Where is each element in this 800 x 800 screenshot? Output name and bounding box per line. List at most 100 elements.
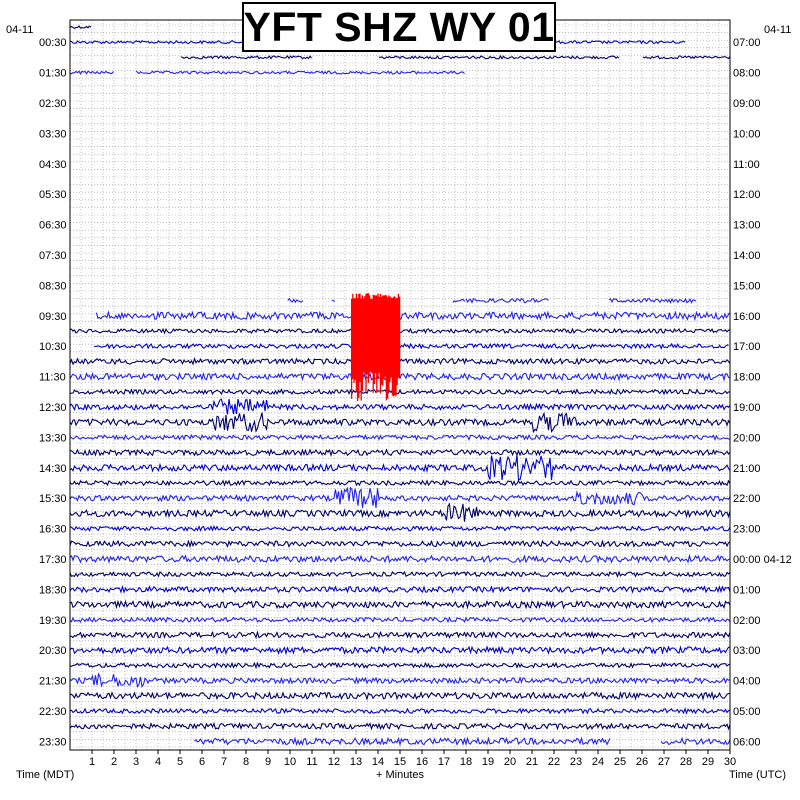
trace-row xyxy=(69,570,731,578)
clipped-event xyxy=(350,293,401,401)
trace-row xyxy=(194,736,731,747)
x-tick-label: 18 xyxy=(460,756,472,768)
right-time-label: 23:00 xyxy=(733,524,761,536)
x-axis-title: + Minutes xyxy=(376,769,424,781)
left-time-label: 19:30 xyxy=(39,615,67,627)
left-time-label: 00:30 xyxy=(39,37,67,49)
x-tick-label: 16 xyxy=(416,756,428,768)
trace-row xyxy=(608,297,697,304)
trace-row xyxy=(95,310,730,322)
right-time-label: 20:00 xyxy=(733,432,761,444)
trace-row xyxy=(69,661,731,670)
left-time-label: 22:30 xyxy=(39,706,67,718)
left-date-label: 04-11 xyxy=(6,24,33,36)
left-time-label: 07:30 xyxy=(39,250,67,262)
x-tick-label: 24 xyxy=(592,756,604,768)
x-tick-label: 11 xyxy=(306,756,317,768)
right-time-label: 13:00 xyxy=(733,220,761,232)
trace-row xyxy=(69,448,731,458)
trace-row xyxy=(69,584,731,594)
left-time-label: 18:30 xyxy=(39,584,67,596)
right-time-label: 16:00 xyxy=(733,311,761,323)
x-tick-label: 25 xyxy=(614,756,626,768)
left-time-label: 16:30 xyxy=(39,524,67,536)
x-tick-label: 22 xyxy=(548,756,560,768)
right-time-label: 12:00 xyxy=(733,189,761,201)
left-time-label: 08:30 xyxy=(39,280,67,292)
right-time-label: 21:00 xyxy=(733,463,761,475)
trace-row xyxy=(69,721,731,731)
x-tick-label: 30 xyxy=(724,756,736,768)
grid xyxy=(69,20,731,750)
right-time-label: 01:00 xyxy=(733,584,761,596)
x-tick-label: 27 xyxy=(658,756,670,768)
chart-title: YFT SHZ WY 01 xyxy=(243,3,555,50)
left-time-label: 12:30 xyxy=(39,402,67,414)
trace-row xyxy=(69,411,731,434)
x-tick-label: 1 xyxy=(89,756,95,768)
right-time-axis: 07:00 08:00 09:00 10:00 11:00 12:00 13:00 14:00… xyxy=(733,37,792,748)
x-tick-label: 2 xyxy=(111,756,117,768)
trace-row xyxy=(69,645,731,656)
trace-row xyxy=(69,630,731,640)
left-time-label: 21:30 xyxy=(39,676,67,688)
trace-row xyxy=(69,455,731,481)
trace-row xyxy=(69,70,465,75)
trace-row xyxy=(69,539,731,549)
right-time-label: 07:00 xyxy=(733,37,761,49)
right-axis-title: Time (UTC) xyxy=(729,769,786,781)
trace-row xyxy=(93,342,729,350)
right-date-label: 04-11 xyxy=(764,24,791,36)
trace-row xyxy=(69,525,731,533)
x-tick-label: 26 xyxy=(636,756,648,768)
right-time-label: 19:00 xyxy=(733,402,761,414)
left-time-label: 02:30 xyxy=(39,98,67,110)
seismic-traces xyxy=(69,25,731,747)
right-time-label: 08:00 xyxy=(733,68,761,80)
left-time-label: 03:30 xyxy=(39,128,67,140)
trace-row xyxy=(69,690,731,701)
left-time-label: 23:30 xyxy=(39,736,67,748)
x-tick-label: 23 xyxy=(570,756,582,768)
trace-row xyxy=(69,388,730,396)
trace-row xyxy=(69,707,731,715)
trace-row xyxy=(69,486,731,509)
right-time-label: 18:00 xyxy=(733,372,761,384)
right-time-label: 15:00 xyxy=(733,280,761,292)
x-tick-label: 9 xyxy=(265,756,271,768)
x-tick-label: 3 xyxy=(133,756,139,768)
minutes-axis: 1 2 3 4 5 6 7 8 9 10 11 12 13 14 15 16 17 18 19 20 21 22 23 24 2… xyxy=(89,750,736,768)
x-tick-label: 10 xyxy=(284,756,296,768)
right-time-label: 11:00 xyxy=(733,159,760,171)
left-time-label: 04:30 xyxy=(39,159,67,171)
x-tick-label: 7 xyxy=(221,756,227,768)
trace-row xyxy=(69,479,731,487)
trace-row xyxy=(331,299,335,302)
right-time-label: 17:00 xyxy=(733,341,761,353)
trace-row xyxy=(69,672,731,689)
left-time-label: 15:30 xyxy=(39,493,67,505)
trace-row xyxy=(287,297,304,304)
left-time-label: 06:30 xyxy=(39,220,67,232)
left-time-label: 11:30 xyxy=(39,372,66,384)
trace-row xyxy=(69,616,731,624)
chart-title-box: YFT SHZ WY 01 xyxy=(242,2,556,52)
x-tick-label: 6 xyxy=(199,756,205,768)
trace-row xyxy=(69,433,731,442)
left-time-label: 20:30 xyxy=(39,645,67,657)
right-time-label: 03:00 xyxy=(733,645,761,657)
left-time-label: 17:30 xyxy=(39,554,67,566)
right-time-label: 09:00 xyxy=(733,98,761,110)
right-time-label: 22:00 xyxy=(733,493,761,505)
trace-row xyxy=(465,297,549,304)
x-tick-label: 14 xyxy=(372,756,384,768)
trace-row xyxy=(69,502,731,522)
x-tick-label: 21 xyxy=(526,756,538,768)
right-time-label: 14:00 xyxy=(733,250,761,262)
right-time-label: 05:00 xyxy=(733,706,761,718)
right-time-label: 00:00 04-12 xyxy=(733,554,792,566)
trace-row xyxy=(69,553,731,565)
trace-row xyxy=(69,398,731,415)
clipped-event-traces xyxy=(350,293,401,401)
